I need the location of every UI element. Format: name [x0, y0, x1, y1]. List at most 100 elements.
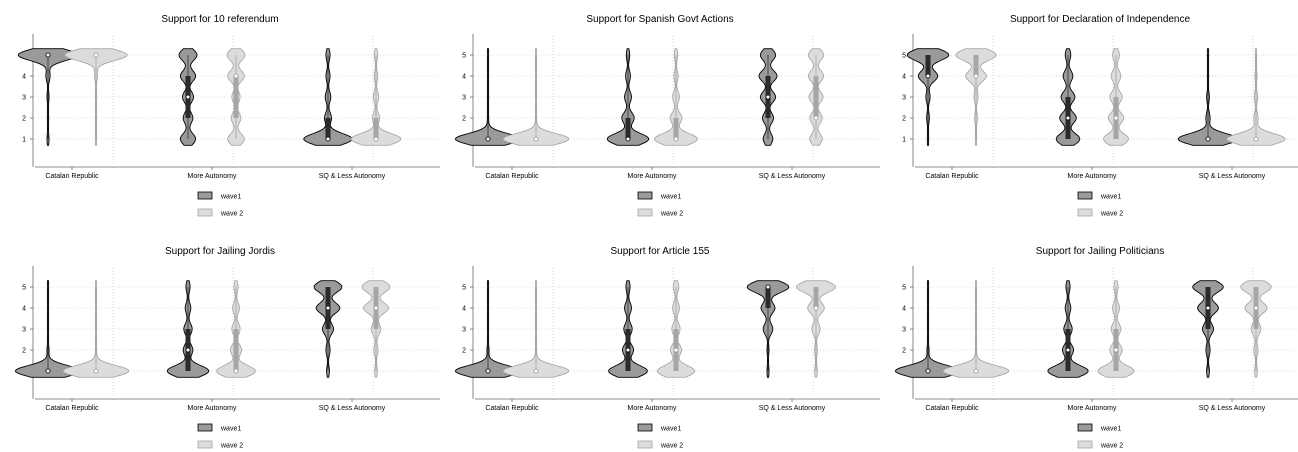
- violin-median-marker: [373, 305, 379, 311]
- violin-iqr-box: [765, 287, 771, 308]
- violin-median-marker: [533, 368, 539, 374]
- y-tick-label: 3: [22, 95, 26, 102]
- legend-label: wave1: [220, 426, 241, 433]
- y-tick-label: 3: [902, 327, 906, 334]
- violin-median-marker: [1205, 136, 1211, 142]
- y-tick-label: 2: [22, 116, 26, 123]
- x-category-label: More Autonomy: [1067, 173, 1117, 180]
- violin-iqr-box: [973, 55, 979, 76]
- x-category-label: More Autonomy: [627, 405, 677, 412]
- violin-median-marker: [673, 347, 679, 353]
- legend-label: wave 2: [1100, 443, 1123, 450]
- x-category-label: SQ & Less Autonomy: [759, 405, 826, 412]
- violin-median-marker: [673, 136, 679, 142]
- y-tick-label: 4: [462, 74, 466, 81]
- x-category-label: Catalan Republic: [925, 405, 979, 412]
- violin-iqr-box: [813, 287, 819, 308]
- chart-panel: Support for Article 15512345Catalan Repu…: [454, 246, 880, 450]
- x-category-label: More Autonomy: [187, 173, 237, 180]
- violin-iqr-box: [233, 76, 239, 118]
- legend-swatch: [637, 440, 653, 449]
- y-tick-label: 3: [22, 327, 26, 334]
- violin-median-marker: [813, 305, 819, 311]
- y-tick-label: 2: [22, 348, 26, 355]
- x-category-label: Catalan Republic: [485, 405, 539, 412]
- chart-panel: Support for 10 referendum12345Catalan Re…: [17, 14, 440, 218]
- y-tick-label: 4: [902, 74, 906, 81]
- x-category-label: SQ & Less Autonomy: [759, 173, 826, 180]
- x-category-label: Catalan Republic: [485, 173, 539, 180]
- y-tick-label: 3: [462, 327, 466, 334]
- chart-title: Support for Article 155: [611, 246, 710, 257]
- y-tick-label: 3: [902, 95, 906, 102]
- legend-swatch: [1077, 440, 1093, 449]
- violin-iqr-box: [925, 55, 931, 76]
- violin-median-marker: [45, 52, 51, 58]
- y-tick-label: 2: [902, 116, 906, 123]
- legend-swatch: [197, 191, 213, 200]
- violin-median-marker: [1205, 305, 1211, 311]
- legend-label: wave 2: [1100, 211, 1123, 218]
- y-tick-label: 5: [902, 285, 906, 292]
- y-tick-label: 2: [462, 116, 466, 123]
- violin-iqr-box: [373, 118, 379, 139]
- violin-iqr-box: [813, 76, 819, 118]
- violin-median-marker: [1065, 115, 1071, 121]
- chart-title: Support for Jailing Politicians: [1036, 246, 1164, 257]
- violin-median-marker: [765, 94, 771, 100]
- violin-iqr-box: [625, 118, 631, 139]
- legend-label: wave 2: [220, 443, 243, 450]
- chart-title: Support for 10 referendum: [161, 14, 278, 25]
- y-tick-label: 2: [462, 348, 466, 355]
- violin-median-marker: [325, 305, 331, 311]
- legend-label: wave1: [660, 426, 681, 433]
- y-tick-label: 5: [902, 53, 906, 60]
- violin-median-marker: [1065, 347, 1071, 353]
- legend-swatch: [197, 440, 213, 449]
- x-category-label: SQ & Less Autonomy: [319, 405, 386, 412]
- y-tick-label: 4: [22, 74, 26, 81]
- chart-title: Support for Jailing Jordis: [165, 246, 275, 257]
- y-tick-label: 4: [902, 306, 906, 313]
- legend-label: wave 2: [220, 211, 243, 218]
- violin-median-marker: [185, 94, 191, 100]
- legend-swatch: [1077, 191, 1093, 200]
- violin-median-marker: [973, 368, 979, 374]
- y-tick-label: 5: [462, 285, 466, 292]
- violin-median-marker: [625, 347, 631, 353]
- legend-swatch: [1077, 423, 1093, 432]
- chart-panel: Support for Jailing Jordis12345Catalan R…: [14, 246, 440, 450]
- chart-panel: Support for Jailing Politicians12345Cata…: [894, 246, 1298, 450]
- violin-median-marker: [373, 136, 379, 142]
- chart-title: Support for Spanish Govt Actions: [586, 14, 733, 25]
- legend-swatch: [637, 423, 653, 432]
- x-category-label: Catalan Republic: [45, 173, 99, 180]
- violin-median-marker: [233, 73, 239, 79]
- x-category-label: More Autonomy: [627, 173, 677, 180]
- violin-iqr-box: [233, 329, 239, 371]
- violin-median-marker: [93, 368, 99, 374]
- y-tick-label: 4: [462, 306, 466, 313]
- legend-swatch: [197, 208, 213, 217]
- violin-median-marker: [533, 136, 539, 142]
- violin-median-marker: [925, 73, 931, 79]
- violin-median-marker: [1113, 347, 1119, 353]
- y-tick-label: 5: [22, 285, 26, 292]
- violin-median-marker: [485, 368, 491, 374]
- violin-median-marker: [765, 284, 771, 290]
- y-tick-label: 1: [902, 137, 906, 144]
- violin-median-marker: [233, 368, 239, 374]
- violin-iqr-box: [673, 118, 679, 139]
- legend-label: wave1: [1100, 426, 1121, 433]
- x-category-label: More Autonomy: [1067, 405, 1117, 412]
- x-category-label: More Autonomy: [187, 405, 237, 412]
- violin-median-marker: [185, 347, 191, 353]
- y-tick-label: 4: [22, 306, 26, 313]
- violin-median-marker: [973, 73, 979, 79]
- legend-swatch: [637, 208, 653, 217]
- x-category-label: Catalan Republic: [45, 405, 99, 412]
- violin-median-marker: [45, 368, 51, 374]
- y-tick-label: 1: [22, 137, 26, 144]
- legend-label: wave 2: [660, 443, 683, 450]
